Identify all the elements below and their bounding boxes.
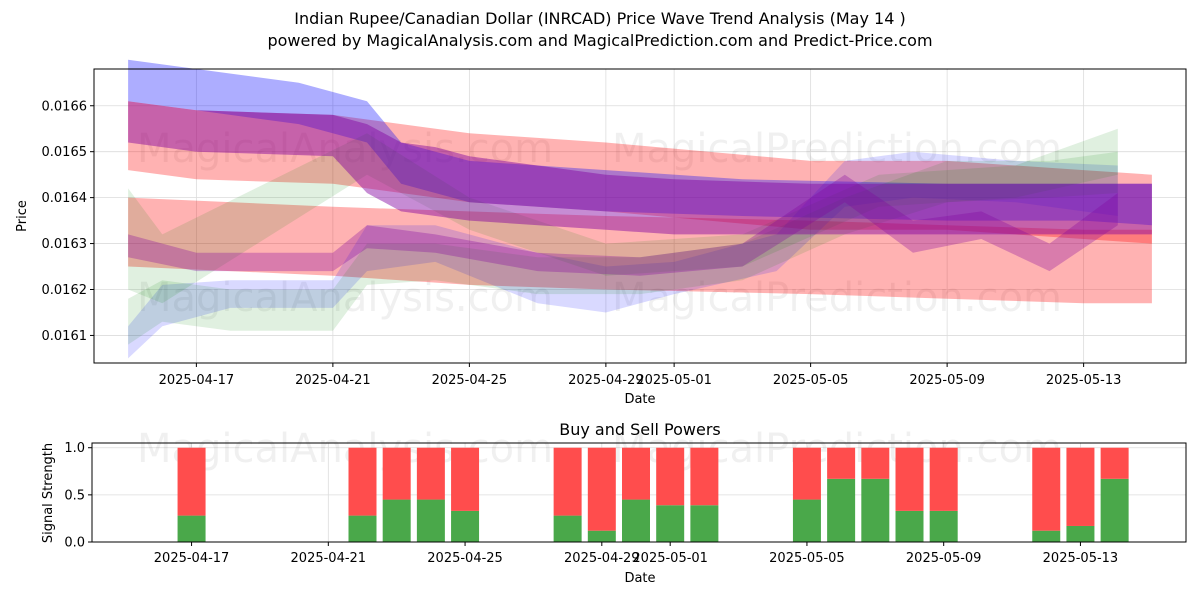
wave-band-purple xyxy=(128,101,1152,235)
price-y-tick-label: 0.0166 xyxy=(42,99,88,114)
price-x-tick-label: 2025-05-01 xyxy=(636,373,712,388)
wave-band-green xyxy=(128,151,1118,345)
signal-y-tick-label: 1.0 xyxy=(64,441,85,456)
sell-bar xyxy=(416,447,445,500)
signal-plot-frame xyxy=(91,442,1187,543)
buy-bar xyxy=(451,510,480,542)
buy-bar xyxy=(929,510,958,542)
price-y-tick-label: 0.0161 xyxy=(42,329,88,344)
watermark-text: MagicalAnalysis.com xyxy=(137,275,553,321)
signal-x-axis-label: Date xyxy=(624,571,655,586)
buy-bar xyxy=(690,505,719,542)
wave-band-blue xyxy=(128,59,1152,226)
price-y-tick-label: 0.0163 xyxy=(42,237,88,252)
buy-bar xyxy=(416,499,445,542)
wave-band-green xyxy=(128,128,1118,304)
sell-bar xyxy=(656,447,685,506)
buy-bar xyxy=(587,530,616,542)
price-x-axis-label: Date xyxy=(624,392,655,407)
signal-chart: Buy and Sell Powers MagicalAnalysis.comM… xyxy=(41,420,1187,586)
price-chart: MagicalAnalysis.com MagicalPrediction.com… xyxy=(15,59,1187,407)
signal-x-tick-label: 2025-04-21 xyxy=(291,551,367,566)
watermark-text: MagicalAnalysis.com xyxy=(137,426,553,472)
signal-bars xyxy=(177,447,1129,542)
watermark-text: MagicalAnalysis.com xyxy=(137,126,553,172)
watermark-text: MagicalPrediction.com xyxy=(612,126,1062,172)
sell-bar xyxy=(1032,447,1061,531)
sell-bar xyxy=(451,447,480,511)
price-wave-bands xyxy=(128,59,1152,359)
price-x-tick-label: 2025-05-13 xyxy=(1046,373,1122,388)
price-grid xyxy=(94,69,1186,363)
price-x-tick-label: 2025-04-17 xyxy=(159,373,235,388)
buy-bar xyxy=(382,499,411,542)
price-y-tick-label: 0.0162 xyxy=(42,283,88,298)
wave-band-purple xyxy=(128,174,1118,276)
sell-bar xyxy=(382,447,411,500)
price-y-axis: 0.0161 0.0162 0.0163 0.0164 0.0165 0.0166 xyxy=(42,99,94,344)
price-x-tick-label: 2025-04-29 xyxy=(568,373,644,388)
buy-bar xyxy=(1100,478,1129,542)
signal-x-tick-label: 2025-05-09 xyxy=(906,551,982,566)
signal-x-tick-label: 2025-04-29 xyxy=(564,551,640,566)
price-x-tick-label: 2025-05-05 xyxy=(773,373,849,388)
price-x-tick-label: 2025-04-21 xyxy=(295,373,371,388)
sell-bar xyxy=(792,447,821,500)
signal-x-tick-label: 2025-04-25 xyxy=(427,551,503,566)
price-y-axis-label: Price xyxy=(15,200,30,232)
buy-bar xyxy=(656,505,685,542)
buy-bar xyxy=(348,515,377,542)
buy-bar xyxy=(1032,530,1061,542)
wave-band-blue xyxy=(128,151,1118,359)
signal-y-axis-label: Signal Strength xyxy=(41,443,56,543)
price-x-tick-label: 2025-05-09 xyxy=(909,373,985,388)
buy-bar xyxy=(622,499,650,542)
sell-bar xyxy=(861,447,890,479)
signal-y-tick-label: 0.5 xyxy=(64,488,85,503)
buy-bar xyxy=(553,515,582,542)
buy-bar xyxy=(861,478,890,542)
sell-bar xyxy=(622,447,650,500)
signal-y-tick-label: 0.0 xyxy=(64,536,85,551)
signal-x-tick-label: 2025-05-01 xyxy=(632,551,708,566)
sell-bar xyxy=(348,447,377,516)
signal-x-tick-label: 2025-05-05 xyxy=(769,551,845,566)
watermark-text: MagicalPrediction.com xyxy=(612,275,1062,321)
price-watermarks: MagicalAnalysis.com MagicalPrediction.com… xyxy=(137,126,1062,321)
chart-title: Indian Rupee/Canadian Dollar (INRCAD) Pr… xyxy=(294,9,906,28)
price-x-axis: 2025-04-17 2025-04-21 2025-04-25 2025-04-29… xyxy=(159,363,1122,388)
sell-bar xyxy=(690,447,719,506)
buy-bar xyxy=(1066,525,1095,542)
wave-band-red xyxy=(128,197,1152,304)
signal-x-tick-label: 2025-04-17 xyxy=(154,551,230,566)
sell-bar xyxy=(177,447,206,516)
sell-bar xyxy=(1066,447,1095,526)
sell-bar xyxy=(553,447,582,516)
signal-y-axis: 0.0 0.5 1.0 xyxy=(64,441,92,551)
price-y-tick-label: 0.0165 xyxy=(42,145,88,160)
buy-bar xyxy=(792,499,821,542)
price-plot-area xyxy=(94,69,1186,363)
signal-x-axis: 2025-04-17 2025-04-21 2025-04-25 2025-04-29… xyxy=(154,542,1118,566)
buy-bar xyxy=(827,478,856,542)
signal-x-tick-label: 2025-05-13 xyxy=(1043,551,1119,566)
sell-bar xyxy=(929,447,958,511)
buy-bar xyxy=(895,510,924,542)
chart-subtitle: powered by MagicalAnalysis.com and Magic… xyxy=(267,31,933,50)
price-plot-frame xyxy=(93,68,1187,364)
sell-bar xyxy=(895,447,924,511)
sell-bar xyxy=(1100,447,1129,479)
wave-band-red xyxy=(128,101,1152,244)
signal-chart-title: Buy and Sell Powers xyxy=(559,420,721,439)
sell-bar xyxy=(587,447,616,531)
sell-bar xyxy=(827,447,856,479)
price-x-tick-label: 2025-04-25 xyxy=(432,373,508,388)
buy-bar xyxy=(177,515,206,542)
price-y-tick-label: 0.0164 xyxy=(42,191,88,206)
